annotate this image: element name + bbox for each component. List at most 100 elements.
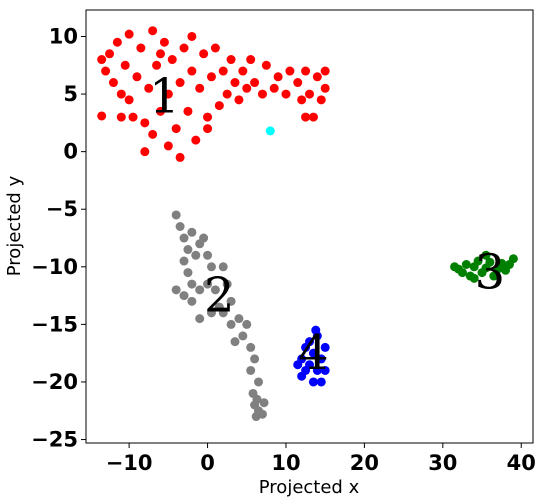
data-point — [485, 257, 495, 267]
cluster-label: 2 — [204, 268, 235, 324]
x-tick-label: 0 — [200, 451, 215, 475]
data-point — [163, 141, 173, 151]
y-axis-ticks: 10 5 0 −5 −10 −15 −20 −25 — [31, 24, 86, 452]
data-point — [128, 112, 138, 122]
data-point — [261, 60, 271, 70]
data-point — [489, 271, 499, 281]
data-point — [234, 314, 244, 324]
data-point — [226, 319, 236, 329]
data-point — [210, 43, 220, 53]
data-point — [187, 279, 197, 289]
data-point — [195, 314, 205, 324]
data-point — [199, 233, 209, 243]
data-point — [120, 60, 130, 70]
data-point — [246, 55, 256, 65]
data-point — [179, 256, 189, 266]
data-point — [234, 95, 244, 105]
data-point — [259, 398, 269, 408]
data-point — [305, 337, 314, 347]
data-point — [469, 273, 479, 283]
y-tick-label: 5 — [63, 82, 78, 106]
data-point — [312, 72, 322, 82]
data-point — [112, 37, 122, 47]
data-point — [108, 78, 118, 88]
data-point — [250, 354, 260, 364]
data-point — [320, 342, 330, 352]
data-point — [195, 285, 205, 295]
data-point — [226, 55, 236, 65]
data-point — [308, 348, 318, 358]
data-point — [311, 325, 321, 335]
data-point — [316, 354, 326, 364]
x-tick-label: 30 — [428, 451, 457, 475]
data-point — [171, 124, 181, 134]
data-point — [305, 360, 314, 370]
cluster-label: 4 — [298, 325, 329, 381]
data-point — [156, 106, 165, 116]
data-point — [273, 72, 283, 82]
data-point — [238, 66, 248, 76]
data-point — [222, 279, 232, 289]
cluster-label: 1 — [149, 68, 180, 124]
data-point — [301, 66, 311, 76]
data-point — [132, 72, 142, 82]
y-tick-label: 10 — [49, 24, 78, 48]
data-point — [195, 83, 205, 93]
data-point — [199, 49, 209, 59]
data-point — [206, 308, 216, 318]
data-point — [187, 31, 197, 41]
data-point — [246, 342, 256, 352]
data-point — [175, 78, 185, 88]
data-point — [124, 29, 134, 39]
data-point — [293, 78, 303, 88]
data-point — [183, 106, 193, 116]
data-point — [285, 66, 295, 76]
data-point — [163, 89, 173, 99]
x-axis-label: Projected x — [259, 477, 360, 498]
data-point — [297, 95, 307, 105]
y-tick-label: −15 — [31, 312, 78, 336]
data-point — [316, 95, 326, 105]
data-point — [159, 37, 169, 47]
data-point — [206, 262, 216, 272]
data-point — [152, 60, 162, 70]
data-point — [101, 66, 111, 76]
data-point — [308, 112, 318, 122]
data-point — [230, 337, 240, 347]
data-point — [171, 210, 181, 220]
data-point — [187, 227, 197, 237]
data-point — [105, 49, 115, 59]
x-axis-ticks: −10 0 10 20 30 40 — [106, 443, 536, 475]
data-point — [473, 256, 483, 266]
data-point — [308, 377, 318, 387]
data-point — [320, 365, 330, 375]
data-point — [508, 254, 518, 264]
data-point — [156, 49, 165, 59]
y-tick-label: 0 — [63, 140, 78, 164]
data-point — [297, 371, 307, 381]
data-point — [257, 409, 267, 419]
data-point — [305, 89, 314, 99]
data-point — [257, 89, 267, 99]
data-point — [269, 83, 279, 93]
data-point — [320, 83, 330, 93]
data-point — [214, 101, 224, 111]
x-tick-label: 40 — [507, 451, 536, 475]
data-point — [281, 89, 291, 99]
data-point — [167, 55, 177, 65]
cluster-label: 3 — [475, 245, 506, 301]
data-point — [191, 135, 201, 145]
data-point — [218, 262, 228, 272]
data-point — [481, 250, 491, 260]
y-tick-label: −10 — [31, 255, 78, 279]
data-point — [97, 55, 107, 65]
data-point — [116, 89, 126, 99]
data-point — [226, 296, 236, 306]
data-point — [254, 377, 264, 387]
data-point — [179, 291, 189, 301]
data-point — [136, 43, 146, 53]
data-point — [187, 296, 197, 306]
data-point — [320, 66, 330, 76]
data-point — [238, 331, 248, 341]
data-point — [293, 360, 303, 370]
